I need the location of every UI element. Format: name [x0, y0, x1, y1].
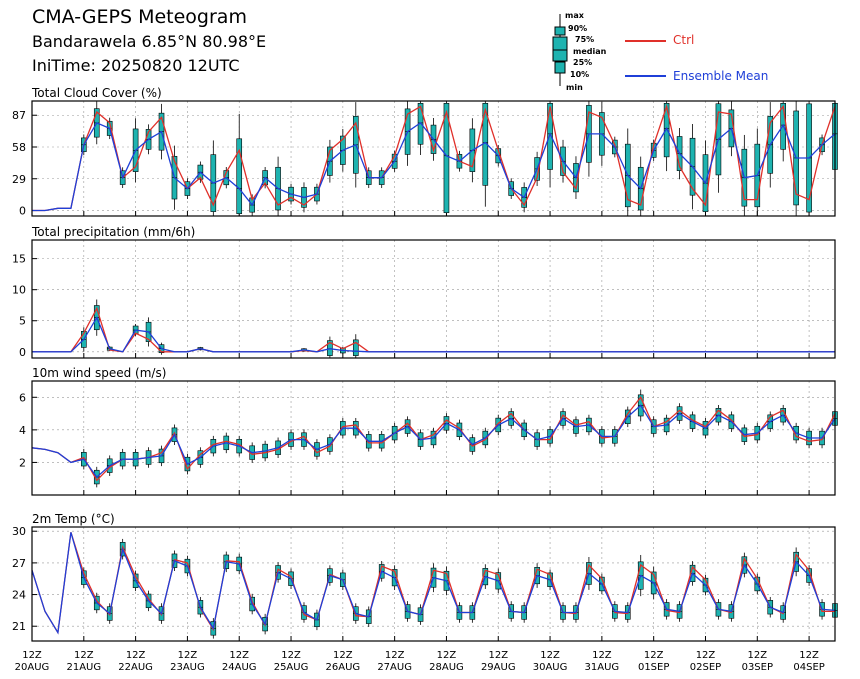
- panel-frame: [31, 239, 836, 359]
- ensemble-mean-line: [31, 404, 836, 479]
- x-tick-label-date: 29AUG: [481, 662, 516, 673]
- x-tick-label-date: 31AUG: [585, 662, 620, 673]
- x-tick-label-hour: 12Z: [74, 650, 94, 661]
- legend-p10-label: 10%: [570, 70, 590, 79]
- legend-mean-label: Ensemble Mean: [673, 69, 769, 83]
- x-tick-label-hour: 12Z: [333, 650, 353, 661]
- y-tick-label: 6: [19, 391, 26, 404]
- y-tick-label: 87: [12, 109, 26, 122]
- legend-box-10: [554, 61, 566, 74]
- x-tick-label-hour: 12Z: [592, 650, 612, 661]
- x-tick-label-date: 30AUG: [533, 662, 568, 673]
- ensemble-box: [443, 101, 450, 216]
- ensemble-mean-line: [31, 532, 836, 635]
- x-tick-label-hour: 12Z: [696, 650, 716, 661]
- panel-frame: [31, 380, 836, 496]
- legend-p75-label: 75%: [575, 35, 595, 44]
- ensemble-mean-line: [32, 316, 835, 353]
- ensemble-box: [404, 101, 411, 166]
- x-tick-label-hour: 12Z: [229, 650, 249, 661]
- x-tick-label-hour: 12Z: [488, 650, 508, 661]
- panel-frame: [31, 526, 836, 642]
- x-tick-label-hour: 12Z: [126, 650, 146, 661]
- x-tick-label-date: 22AUG: [118, 662, 153, 673]
- panel-title: 10m wind speed (m/s): [32, 366, 166, 380]
- ensemble-box: [352, 334, 359, 358]
- meteogram-title: CMA-GEPS Meteogram: [32, 6, 247, 28]
- x-tick-label-hour: 12Z: [281, 650, 301, 661]
- ensemble-box: [327, 336, 333, 358]
- x-tick-label-hour: 12Z: [540, 650, 560, 661]
- y-tick-label: 0: [19, 346, 26, 359]
- legend-max-label: max: [565, 11, 584, 20]
- x-tick-label-date: 01SEP: [638, 662, 669, 673]
- y-tick-label: 58: [12, 141, 26, 154]
- box-body: [236, 138, 243, 215]
- x-tick-label-date: 24AUG: [222, 662, 257, 673]
- ensemble-box: [547, 101, 553, 188]
- legend-median-label: median: [573, 47, 607, 56]
- ctrl-line: [32, 306, 835, 353]
- y-tick-label: 27: [12, 557, 26, 570]
- x-tick-label-hour: 12Z: [644, 650, 664, 661]
- x-tick-label-hour: 12Z: [799, 650, 819, 661]
- x-tick-label-hour: 12Z: [748, 650, 768, 661]
- panel-frame: [31, 100, 836, 217]
- panel-title: Total precipitation (mm/6h): [31, 225, 195, 239]
- x-tick-label-hour: 12Z: [178, 650, 198, 661]
- ctrl-line: [32, 104, 836, 212]
- x-tick-label-date: 25AUG: [274, 662, 309, 673]
- x-tick-label-date: 21AUG: [66, 662, 101, 673]
- legend-p90-label: 90%: [568, 24, 588, 33]
- legend-min-label: min: [566, 83, 583, 92]
- y-tick-label: 10: [12, 284, 26, 297]
- box-body: [443, 103, 450, 214]
- ensemble-mean-line: [32, 122, 836, 212]
- y-tick-label: 5: [19, 315, 26, 328]
- x-tick-label-date: 03SEP: [742, 662, 773, 673]
- panel-title: 2m Temp (°C): [32, 512, 115, 526]
- x-tick-label-date: 02SEP: [690, 662, 721, 673]
- x-tick-label-date: 20AUG: [15, 662, 50, 673]
- x-tick-label-hour: 12Z: [385, 650, 405, 661]
- x-tick-label-date: 28AUG: [429, 662, 464, 673]
- legend-box: [552, 36, 568, 62]
- x-tick-label-hour: 12Z: [437, 650, 457, 661]
- x-tick-label-date: 27AUG: [377, 662, 412, 673]
- y-tick-label: 24: [12, 589, 26, 602]
- x-tick-label-hour: 12Z: [22, 650, 42, 661]
- y-tick-label: 4: [19, 424, 26, 437]
- y-tick-label: 0: [19, 205, 26, 218]
- ctrl-line: [31, 396, 836, 482]
- legend-box-90: [554, 26, 566, 36]
- y-tick-label: 29: [12, 173, 26, 186]
- legend-ctrl-label: Ctrl: [673, 33, 695, 47]
- x-tick-label-date: 04SEP: [793, 662, 824, 673]
- box-body: [547, 103, 553, 170]
- y-tick-label: 15: [12, 253, 26, 266]
- location-label: Bandarawela 6.85°N 80.98°E: [32, 32, 267, 51]
- ensemble-box: [236, 113, 243, 216]
- y-tick-label: 21: [12, 620, 26, 633]
- y-tick-label: 2: [19, 456, 26, 469]
- x-tick-label-date: 23AUG: [170, 662, 205, 673]
- y-tick-label: 30: [12, 525, 26, 538]
- x-tick-label-date: 26AUG: [326, 662, 361, 673]
- panel-title: Total Cloud Cover (%): [31, 86, 162, 100]
- init-time-label: IniTime: 20250820 12UTC: [32, 56, 240, 75]
- box-body: [663, 103, 670, 158]
- box-body: [352, 339, 359, 356]
- legend-p25-label: 25%: [573, 58, 593, 67]
